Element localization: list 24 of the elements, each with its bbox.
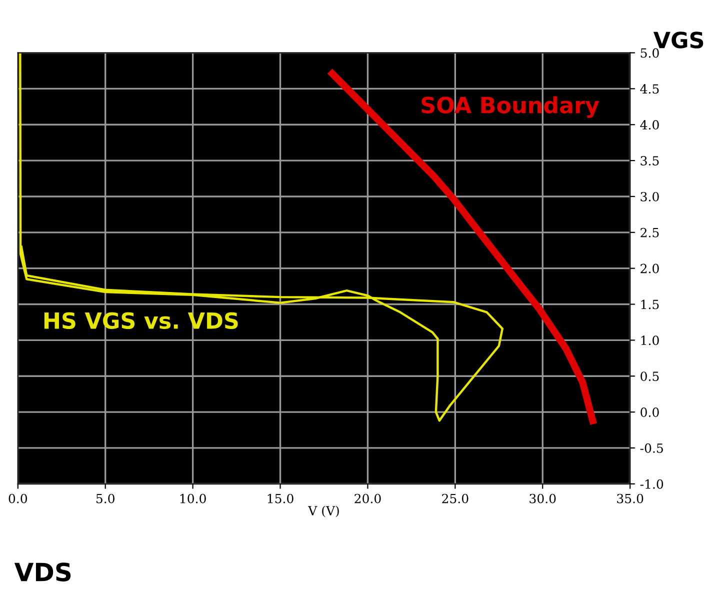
y-tick-label: 2.5 bbox=[640, 228, 659, 238]
x-tick-label: 25.0 bbox=[442, 494, 468, 504]
x-tick-label: 15.0 bbox=[268, 494, 294, 504]
y-tick-label: 5.0 bbox=[640, 48, 659, 58]
x-tick-label: 30.0 bbox=[530, 494, 556, 504]
y-tick-label: -0.5 bbox=[640, 443, 663, 453]
y-tick-label: 1.5 bbox=[641, 300, 659, 310]
y-tick-label: 3.5 bbox=[640, 156, 659, 166]
y-tick-label: 0.5 bbox=[640, 372, 659, 382]
text: VDS bbox=[14, 562, 71, 582]
y-tick-label: 0.0 bbox=[640, 408, 659, 417]
y-tick-label: 2.0 bbox=[640, 264, 659, 274]
y-tick-label: 3.0 bbox=[640, 192, 659, 202]
x-axis-title: V (V) bbox=[308, 506, 339, 518]
y-tick-label: -1.0 bbox=[640, 479, 664, 489]
x-tick-label: 10.0 bbox=[180, 494, 206, 504]
x-tick-label: 20.0 bbox=[354, 494, 381, 504]
y-tick-label: 1.0 bbox=[641, 336, 659, 346]
x-tick-label: 35.0 bbox=[617, 494, 644, 504]
y-tick-label: 4.0 bbox=[640, 120, 659, 130]
y-axis-title: VGS bbox=[653, 32, 704, 48]
x-tick-label: 0.0 bbox=[8, 494, 28, 504]
x-tick-label: 5.0 bbox=[96, 494, 114, 504]
y-tick-label: 4.5 bbox=[640, 84, 659, 94]
